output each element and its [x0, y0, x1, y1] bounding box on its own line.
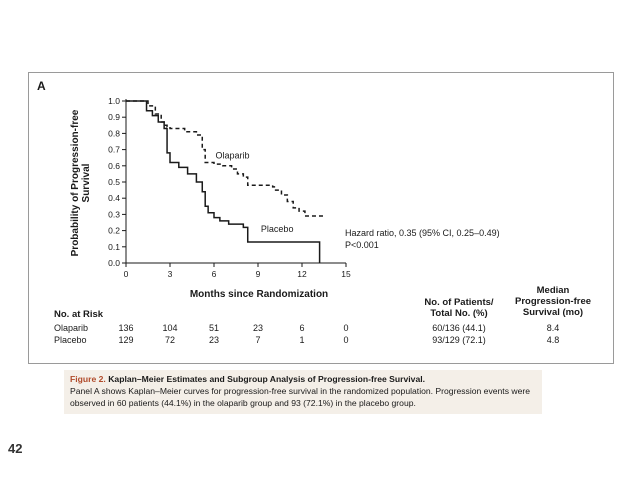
y-tick-label: 0.0: [108, 258, 120, 268]
panel-label: A: [37, 79, 46, 93]
patients-cell: 60/136 (44.1): [432, 323, 486, 333]
risk-cell: 23: [252, 323, 263, 333]
risk-cell: 0: [343, 335, 349, 345]
y-tick-label: 0.3: [108, 209, 120, 219]
figure-panel: A Probability of Progression-free Surviv…: [28, 72, 614, 364]
placebo-curve-label: Placebo: [261, 224, 294, 234]
risk-table-header: No. at Risk: [54, 309, 104, 320]
patients-header-line: No. of Patients/: [424, 297, 494, 308]
x-tick-label: 0: [124, 269, 129, 279]
risk-cell: 0: [343, 323, 349, 333]
hazard-ratio-line: Hazard ratio, 0.35 (95% CI, 0.25–0.49): [345, 228, 500, 238]
risk-cell: 51: [208, 323, 219, 333]
median-header-line: Median: [536, 285, 570, 296]
x-tick-label: 12: [297, 269, 307, 279]
x-tick-label: 6: [212, 269, 217, 279]
y-tick-label: 0.2: [108, 226, 120, 236]
caption-body: Panel A shows Kaplan–Meier curves for pr…: [70, 386, 531, 408]
x-tick-label: 15: [341, 269, 351, 279]
y-tick-label: 1.0: [108, 96, 120, 106]
patients-column-header: No. of Patients/ Total No. (%): [409, 297, 509, 319]
y-tick-label: 0.8: [108, 128, 120, 138]
hazard-ratio-text: Hazard ratio, 0.35 (95% CI, 0.25–0.49) P…: [345, 227, 500, 251]
risk-cell: 104: [162, 323, 178, 333]
patients-header-line: Total No. (%): [430, 308, 488, 319]
median-header-line: Progression-free: [514, 296, 592, 307]
risk-cell: 129: [118, 335, 134, 345]
risk-cell: 7: [255, 335, 261, 345]
patients-cell: 93/129 (72.1): [432, 335, 486, 345]
figure-caption: Figure 2. Kaplan–Meier Estimates and Sub…: [64, 370, 542, 414]
risk-cell: 136: [118, 323, 134, 333]
median-header-line: Survival (mo): [522, 307, 584, 318]
p-value-line: P<0.001: [345, 240, 379, 250]
series-line-placebo: [126, 100, 321, 263]
caption-figure-number: Figure 2.: [70, 374, 106, 384]
y-tick-label: 0.7: [108, 145, 120, 155]
y-tick-label: 0.1: [108, 242, 120, 252]
median-cell: 4.8: [546, 335, 560, 345]
x-tick-label: 9: [256, 269, 261, 279]
risk-row-label: Olaparib: [54, 323, 89, 333]
km-chart: 0.0 0.1 0.2 0.3 0.4 0.5 0.6 0.7 0.8 0.9 1.0 0 3 6 9 12 1…: [108, 96, 351, 279]
risk-cell: 72: [164, 335, 175, 345]
x-axis-label: Months since Randomization: [189, 289, 329, 300]
risk-cell: 23: [208, 335, 219, 345]
median-column-header: Median Progression-free Survival (mo): [503, 285, 603, 318]
caption-title: Kaplan–Meier Estimates and Subgroup Anal…: [108, 374, 426, 384]
y-tick-label: 0.4: [108, 193, 120, 203]
y-tick-label: 0.5: [108, 177, 120, 187]
risk-row-label: Placebo: [54, 335, 87, 345]
median-cell: 8.4: [546, 323, 560, 333]
risk-cell: 1: [299, 335, 305, 345]
y-tick-label: 0.9: [108, 112, 120, 122]
risk-cell: 6: [299, 323, 305, 333]
page-number: 42: [8, 441, 23, 456]
x-tick-label: 3: [168, 269, 173, 279]
olaparib-curve-label: Olaparib: [215, 151, 249, 161]
y-tick-label: 0.6: [108, 161, 120, 171]
